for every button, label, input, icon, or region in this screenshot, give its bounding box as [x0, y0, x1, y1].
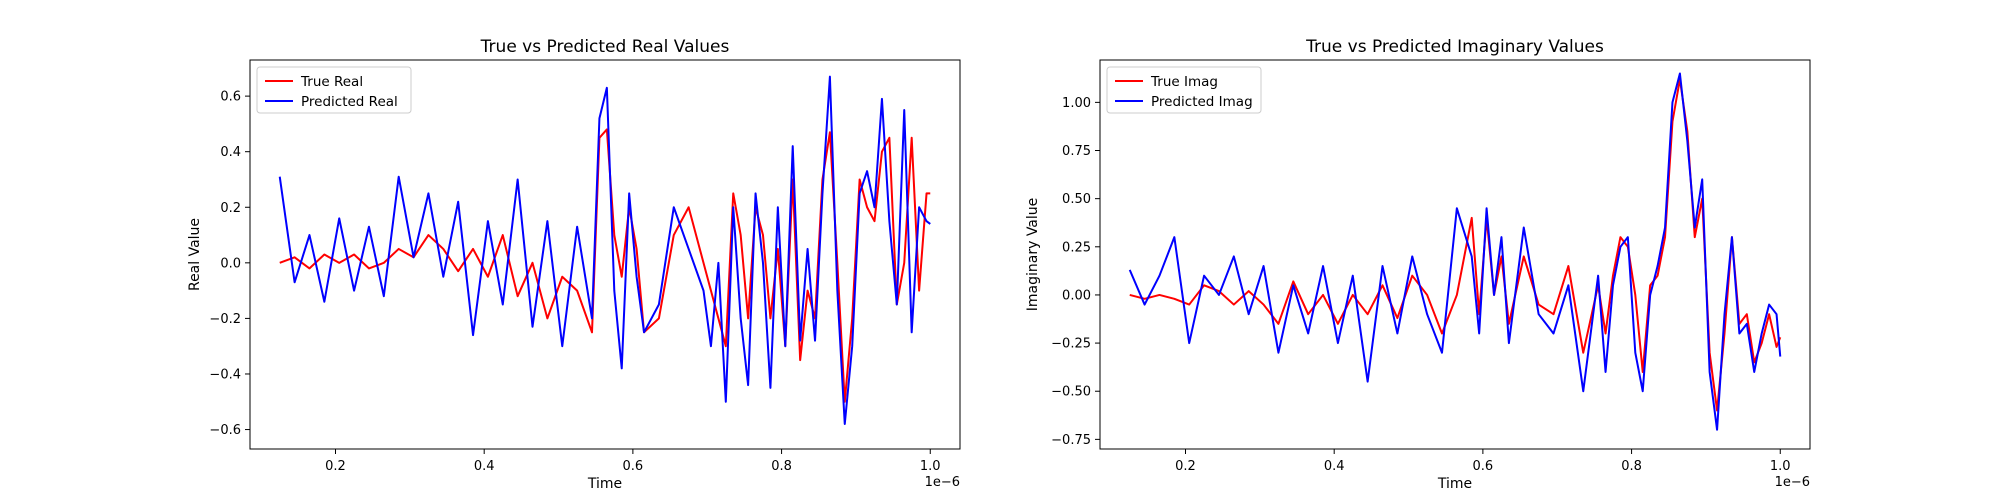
imag-y-tick-label: 0.50	[1062, 192, 1091, 207]
real-x-tick-label: 0.4	[474, 459, 495, 474]
real-x-offset-label: 1e−6	[925, 475, 960, 490]
real-series-true-line	[279, 128, 931, 403]
imag-y-tick-label: 0.00	[1062, 288, 1091, 303]
imag-x-tick-label: 0.4	[1324, 459, 1345, 474]
real-y-tick-label: −0.6	[209, 423, 241, 438]
imag-y-tick-label: −0.25	[1051, 337, 1091, 352]
imag-x-tick-label: 0.6	[1473, 459, 1494, 474]
real-x-tick-label: 1.0	[920, 459, 941, 474]
imag-values-chart: True vs Predicted Imaginary Values Time …	[1025, 37, 1811, 492]
imag-y-tick-label: −0.50	[1051, 385, 1091, 400]
real-y-tick-label: 0.4	[220, 145, 241, 160]
imag-x-tick-label: 1.0	[1770, 459, 1791, 474]
real-legend	[256, 66, 412, 114]
imag-x-tick-label: 0.8	[1621, 459, 1642, 474]
real-series-predicted-line	[278, 75, 931, 425]
real-x-tick-label: 0.6	[623, 459, 644, 474]
real-legend-entry: True Real	[300, 74, 363, 90]
real-legend-entry: Predicted Real	[301, 94, 398, 110]
imag-legend	[1106, 66, 1262, 114]
imag-y-tick-label: 0.25	[1062, 240, 1091, 255]
imag-x-axis-label: Time	[1437, 476, 1472, 492]
real-y-tick-label: −0.2	[209, 312, 241, 327]
real-y-tick-label: −0.4	[209, 367, 241, 382]
real-y-axis-label: Real Value	[187, 218, 203, 291]
real-x-tick-label: 0.8	[771, 459, 792, 474]
imag-legend-entry: True Imag	[1150, 74, 1218, 90]
imag-series-predicted-line	[1128, 72, 1782, 431]
imag-x-offset-label: 1e−6	[1775, 475, 1810, 490]
real-plot-area	[249, 59, 961, 450]
imag-y-axis-label: Imaginary Value	[1025, 198, 1041, 312]
real-x-tick-label: 0.2	[325, 459, 346, 474]
real-chart-title: True vs Predicted Real Values	[480, 37, 730, 57]
imag-y-tick-label: 0.75	[1062, 144, 1091, 159]
real-y-tick-label: 0.2	[220, 201, 241, 216]
imag-chart-title: True vs Predicted Imaginary Values	[1305, 37, 1604, 57]
real-x-axis-label: Time	[587, 476, 622, 492]
imag-y-tick-label: 1.00	[1062, 96, 1091, 111]
real-y-tick-label: 0.6	[220, 90, 241, 105]
real-values-chart: True vs Predicted Real Values Time Real …	[187, 37, 961, 492]
real-y-tick-label: 0.0	[220, 256, 241, 271]
imag-series-true-line	[1129, 78, 1782, 412]
imag-plot-area	[1099, 59, 1811, 450]
imag-legend-entry: Predicted Imag	[1151, 94, 1253, 110]
imag-y-tick-label: −0.75	[1051, 433, 1091, 448]
imag-x-tick-label: 0.2	[1175, 459, 1196, 474]
